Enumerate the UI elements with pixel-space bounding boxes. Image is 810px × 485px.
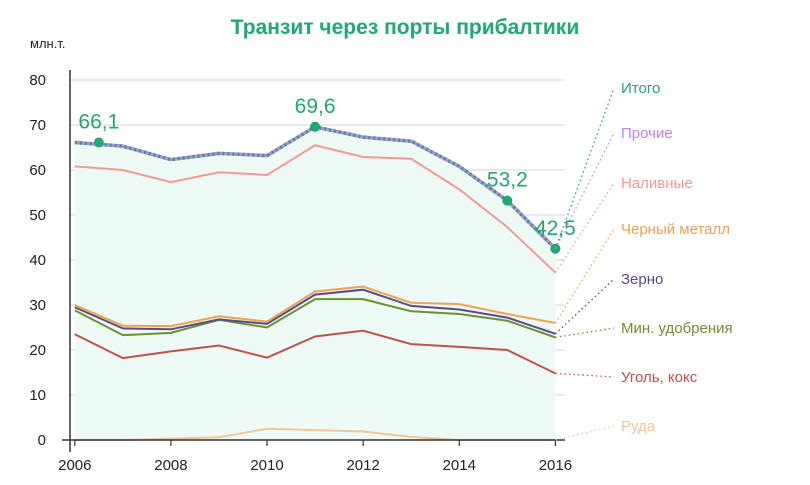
legend-entry: Наливные: [621, 175, 693, 192]
x-tick-label: 2012: [346, 457, 379, 474]
y-tick-label: 70: [29, 117, 46, 134]
line-series-2: [74, 144, 557, 274]
legend: Итого Прочие Наливные Черный металл Зерно Мин…: [554, 80, 733, 441]
y-tick-label: 30: [29, 297, 46, 314]
legend-entry: Руда: [621, 418, 656, 435]
line-series-3: [74, 285, 556, 328]
y-tick-label: 60: [29, 162, 46, 179]
x-tick-label: 2010: [250, 457, 283, 474]
legend-entry: Мин. удобрения: [621, 320, 733, 337]
legend-leader-line: [555, 327, 615, 339]
legend-leader-line: [554, 228, 615, 324]
area-fill: [74, 126, 556, 441]
line-series-4: [74, 288, 556, 335]
callout-marker: [310, 121, 321, 132]
legend-leader-line: [554, 87, 615, 249]
x-tick-label: 2014: [443, 457, 476, 474]
callout-marker: [502, 195, 513, 206]
y-tick-label: 20: [29, 342, 46, 359]
line-series-5: [74, 298, 556, 339]
legend-entry: Уголь, кокс: [621, 369, 698, 386]
legend-leader-line: [554, 278, 615, 335]
y-tick-labels: 0 10 20 30 40 50 60 70 80: [29, 72, 46, 449]
y-tick-label: 0: [38, 432, 46, 449]
line-series-6: [74, 329, 556, 375]
legend-entry: Зерно: [621, 271, 663, 288]
legend-leader-line: [555, 425, 615, 441]
x-tick-label: 2006: [58, 457, 91, 474]
callout-marker: [93, 137, 104, 148]
x-tick-label: 2008: [154, 457, 187, 474]
y-axis-unit: млн.т.: [30, 36, 65, 51]
callout-label: 53,2: [487, 169, 528, 192]
legend-leader-line: [554, 132, 615, 250]
x-tick-label: 2016: [539, 457, 572, 474]
legend-leader-line: [555, 372, 615, 378]
callout-label: 66,1: [78, 111, 119, 134]
callout-label: 69,6: [295, 95, 336, 118]
axes: [62, 70, 565, 452]
total-area-fill: [74, 126, 556, 441]
x-tick-labels: 2006 2008 2010 2012 2014 2016: [58, 457, 572, 474]
legend-entry: Черный металл: [621, 221, 730, 238]
legend-entry: Итого: [621, 80, 660, 97]
y-tick-label: 10: [29, 387, 46, 404]
y-tick-label: 40: [29, 252, 46, 269]
chart-title: Транзит через порты прибалтики: [231, 16, 579, 39]
y-tick-label: 50: [29, 207, 46, 224]
y-tick-label: 80: [29, 72, 46, 89]
legend-entry: Прочие: [621, 125, 673, 142]
value-callouts: 66,169,653,242,5: [78, 95, 576, 254]
